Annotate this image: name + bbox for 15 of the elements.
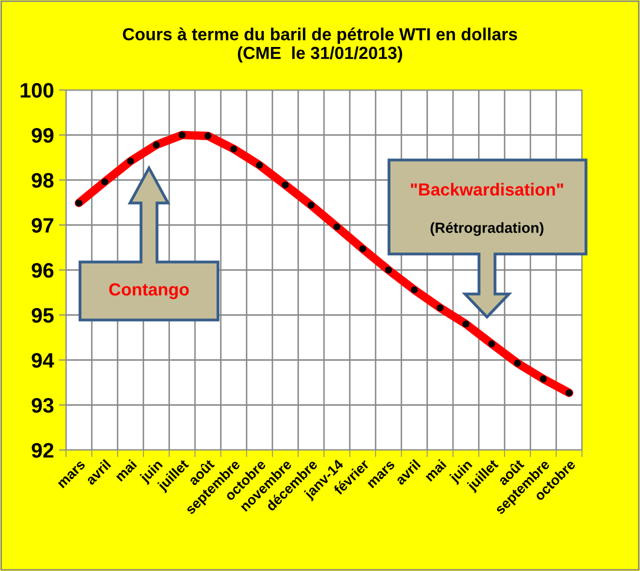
y-tick-label: 92 <box>32 443 54 458</box>
y-tick-label: 100 <box>20 83 54 98</box>
y-tick-label: 98 <box>32 173 54 188</box>
y-tick-label: 95 <box>32 308 54 323</box>
annotation: Contango <box>109 283 189 300</box>
x-tick-label: mai <box>424 459 447 482</box>
y-tick-label: 93 <box>32 398 54 413</box>
annotation: (Rétrogradation) <box>430 222 544 236</box>
y-tick-label: 94 <box>32 353 54 368</box>
x-tick-label: mai <box>114 459 138 482</box>
y-tick-label: 99 <box>32 128 54 143</box>
annotation: "Backwardisation" <box>410 182 564 196</box>
y-tick-label: 96 <box>32 263 54 278</box>
y-tick-label: 97 <box>32 218 54 233</box>
chart-title: Cours à terme du baril de pétrole WTI en dollars (CME le 31/01/2013) <box>122 27 518 63</box>
